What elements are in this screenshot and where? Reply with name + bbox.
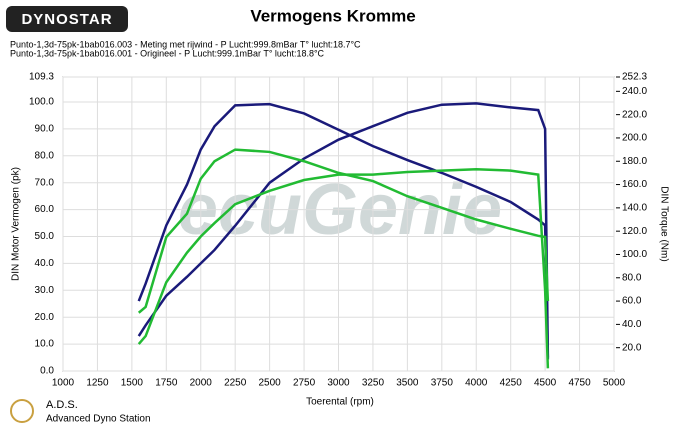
x-tick-label: 1750 (155, 378, 178, 389)
x-tick-label: 2750 (293, 378, 316, 389)
y2-tick-label: 80.0 (622, 272, 642, 283)
x-tick-label: 2500 (259, 378, 282, 389)
y2-tick-label: 240.0 (622, 86, 647, 97)
y2-axis-label: DIN Torque (Nm) (658, 186, 669, 261)
x-tick-label: 2250 (224, 378, 247, 389)
x-tick-label: 5000 (603, 378, 626, 389)
y2-tick-label: 140.0 (622, 203, 647, 214)
y-tick-label: 109.3 (29, 72, 54, 83)
footer-logo (10, 399, 34, 423)
x-axis-label: Toerental (rpm) (306, 397, 374, 408)
x-tick-label: 4250 (500, 378, 523, 389)
y-tick-label: 50.0 (35, 231, 55, 242)
series-line (137, 148, 550, 314)
x-tick-label: 4500 (534, 378, 557, 389)
x-tick-label: 3500 (396, 378, 419, 389)
y-tick-label: 60.0 (35, 204, 55, 215)
x-tick-label: 4000 (465, 378, 488, 389)
series-line (137, 102, 550, 358)
run-label: Punto-1,3d-75pk-1bab016.003 - Meting met… (10, 39, 361, 49)
y-tick-label: 10.0 (35, 339, 55, 350)
logo: DYNOSTAR (21, 11, 112, 28)
y-tick-label: 100.0 (29, 97, 54, 108)
x-tick-label: 3000 (327, 378, 350, 389)
y2-tick-label: 100.0 (622, 249, 647, 260)
y2-tick-label: 252.3 (622, 72, 647, 83)
y-tick-label: 40.0 (35, 258, 55, 269)
footer-subtitle: Advanced Dyno Station (46, 414, 151, 425)
y-tick-label: 70.0 (35, 177, 55, 188)
y-tick-label: 90.0 (35, 124, 55, 135)
x-tick-label: 2000 (190, 378, 213, 389)
x-tick-label: 3750 (431, 378, 454, 389)
x-tick-label: 4750 (568, 378, 591, 389)
y-tick-label: 80.0 (35, 150, 55, 161)
run-label: Punto-1,3d-75pk-1bab016.001 - Origineel … (10, 48, 325, 58)
x-tick-label: 1000 (52, 378, 75, 389)
footer-title: A.D.S. (46, 399, 78, 411)
x-tick-label: 1500 (121, 378, 144, 389)
y-tick-label: 30.0 (35, 285, 55, 296)
y2-tick-label: 60.0 (622, 296, 642, 307)
y2-tick-label: 20.0 (622, 342, 642, 353)
y2-tick-label: 40.0 (622, 319, 642, 330)
y-tick-label: 0.0 (40, 366, 54, 377)
y-axis-label: DIN Motor Vermogen (pk) (11, 167, 22, 281)
y2-tick-label: 160.0 (622, 179, 647, 190)
chart-title: Vermogens Kromme (250, 6, 415, 25)
y2-tick-label: 220.0 (622, 109, 647, 120)
series-line (137, 102, 550, 360)
logo-box (6, 6, 128, 32)
y-tick-label: 20.0 (35, 312, 55, 323)
y2-tick-label: 200.0 (622, 133, 647, 144)
series-line (137, 168, 550, 369)
y2-tick-label: 180.0 (622, 156, 647, 167)
x-tick-label: 3250 (362, 378, 385, 389)
x-tick-label: 1250 (86, 378, 109, 389)
y2-tick-label: 120.0 (622, 226, 647, 237)
